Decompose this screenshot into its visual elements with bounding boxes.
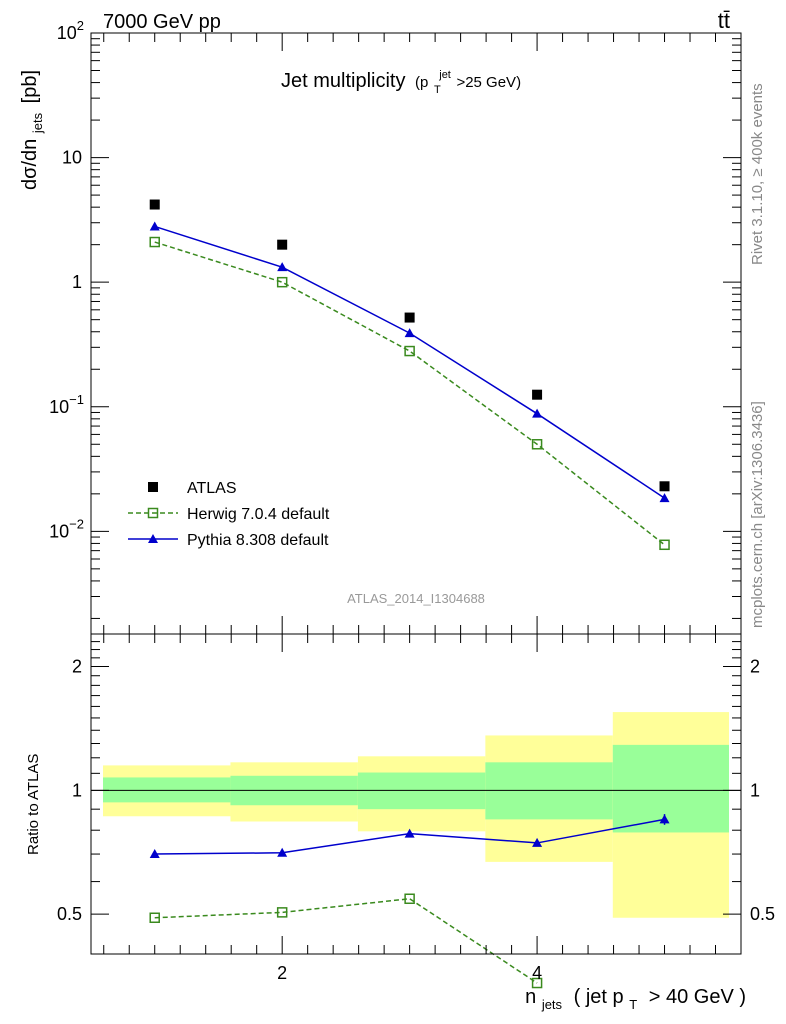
herwig-ratio-point: [276, 907, 288, 918]
pythia-point: [532, 408, 543, 418]
analysis-id-watermark: ATLAS_2014_I1304688: [347, 591, 485, 606]
y-tick-label: 1: [72, 272, 82, 292]
mcplots-source-label: mcplots.cern.ch [arXiv:1306.3436]: [749, 401, 766, 628]
herwig-point: [149, 236, 160, 248]
atlas-point: [277, 239, 288, 250]
ratio-y-tick-label: 0.5: [57, 904, 82, 924]
atlas-point: [532, 389, 543, 400]
legend-marker-atlas: [148, 482, 158, 492]
herwig-ratio-point: [149, 912, 160, 924]
y-axis-label: dσ/dn jets [pb]: [19, 70, 47, 190]
uncertainty-band-inner: [612, 744, 729, 833]
atlas-point: [149, 199, 160, 210]
pythia-ratio-point: [532, 837, 543, 847]
herwig-point: [276, 276, 288, 288]
ratio-panel-frame: [90, 633, 742, 955]
ratio-y-axis-label: Ratio to ATLAS: [25, 754, 42, 855]
legend-marker-herwig: [147, 507, 159, 519]
pythia-ratio-point: [149, 849, 160, 859]
atlas-point: [659, 481, 670, 492]
ratio-y-tick-label: 2: [72, 657, 82, 677]
process-label: tt̄: [718, 8, 730, 33]
herwig-ratio-point: [531, 977, 543, 989]
pythia-ratio-point: [277, 847, 288, 857]
x-tick-label: 2: [277, 963, 287, 983]
herwig-point: [531, 439, 543, 450]
herwig-ratio-point: [404, 893, 415, 905]
y-tick-label: 102: [57, 18, 84, 43]
legend-marker-pythia: [148, 534, 158, 543]
legend-label: ATLAS: [187, 480, 237, 497]
legend: ATLAS Herwig 7.0.4 default Pythia 8.308 de…: [128, 480, 330, 549]
herwig-point: [659, 539, 670, 551]
y-tick-label: 10: [62, 148, 82, 168]
legend-label: Pythia 8.308 default: [187, 532, 329, 549]
ratio-y-tick-label-right: 0.5: [750, 904, 775, 924]
legend-label: Herwig 7.0.4 default: [187, 506, 330, 523]
pythia-point: [277, 262, 288, 272]
herwig-line: [154, 241, 665, 546]
ratio-panel: 2 2 1 1 0.5 0.5 2 4: [57, 633, 775, 989]
ratio-y-tick-label-right: 1: [750, 780, 760, 800]
pythia-ratio-point: [404, 828, 415, 838]
atlas-point: [404, 312, 415, 323]
y-tick-label: 10−2: [49, 516, 84, 541]
pythia-point: [404, 328, 415, 338]
rivet-version-label: Rivet 3.1.10, ≥ 400k events: [749, 83, 766, 265]
ratio-y-tick-label: 1: [72, 780, 82, 800]
plot-title: Jet multiplicity (p T jet >25 GeV): [281, 61, 521, 98]
pythia-point: [149, 221, 160, 231]
x-axis-label: n jets ( jet p T > 40 GeV ): [525, 986, 746, 1014]
x-tick-label: 4: [532, 963, 542, 983]
pythia-point: [659, 493, 670, 503]
main-panel: 102 10 1 10−1 10−2: [49, 18, 742, 635]
pythia-line: [154, 225, 665, 499]
herwig-point: [404, 345, 415, 357]
herwig-ratio-line: [154, 897, 538, 984]
collision-label: 7000 GeV pp: [103, 11, 221, 33]
ratio-y-tick-label-right: 2: [750, 657, 760, 677]
y-tick-label: 10−1: [49, 392, 84, 417]
